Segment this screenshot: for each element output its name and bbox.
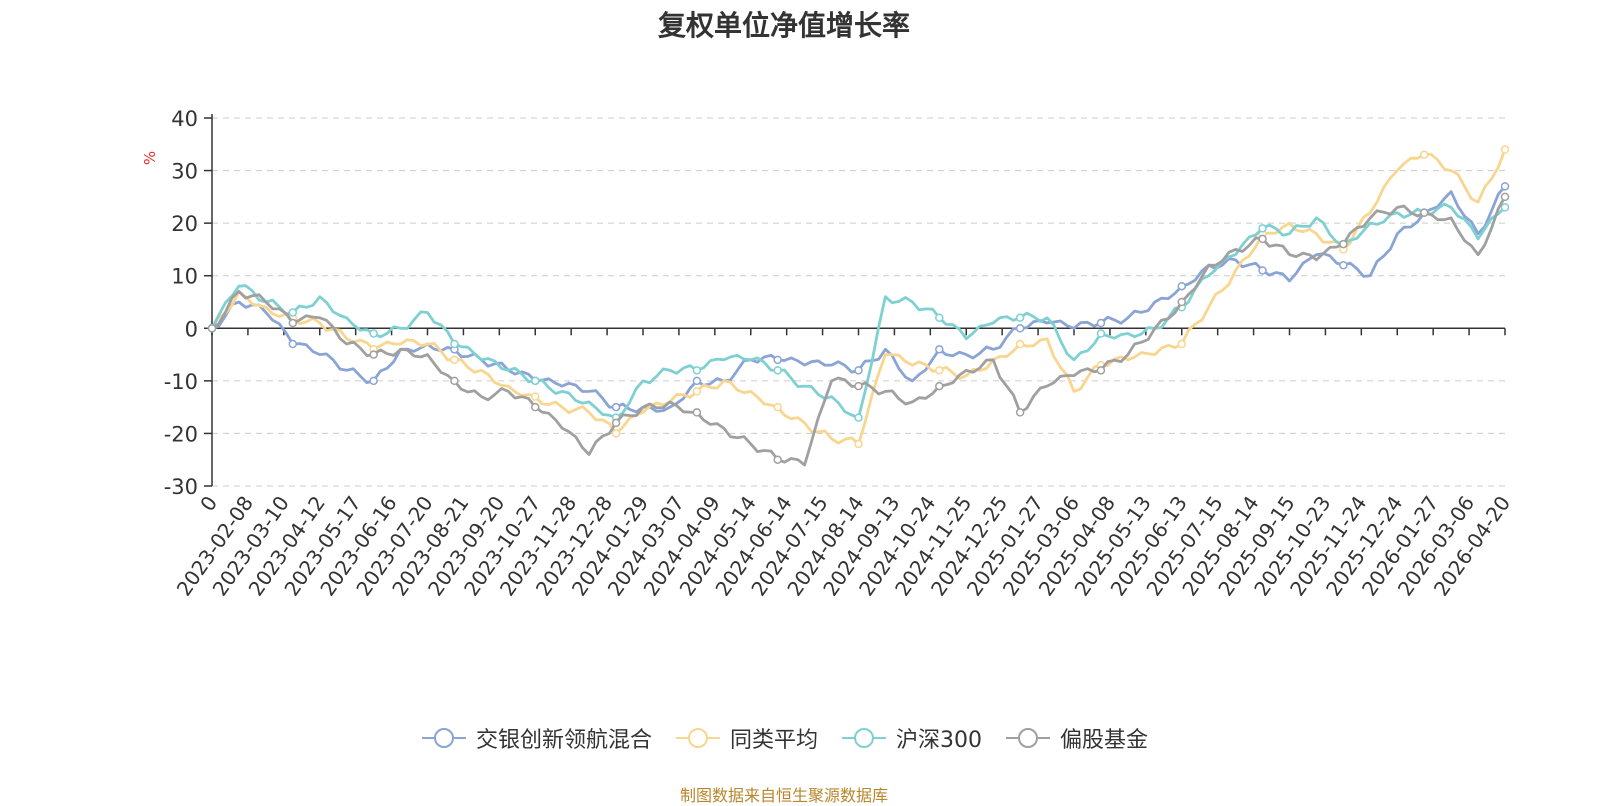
y-tick-label: 0 xyxy=(185,317,198,341)
data-point xyxy=(450,339,459,349)
data-point xyxy=(1419,208,1429,217)
legend-label: 交银创新领航混合 xyxy=(475,728,652,753)
data-point xyxy=(1177,339,1186,349)
data-point xyxy=(692,387,702,396)
data-point xyxy=(773,402,782,412)
legend-label: 偏股基金 xyxy=(1060,728,1149,753)
data-point xyxy=(773,455,782,464)
data-point xyxy=(1015,324,1025,333)
data-point xyxy=(1258,234,1267,244)
data-point xyxy=(1339,239,1348,249)
data-point xyxy=(450,376,459,386)
legend-label: 同类平均 xyxy=(729,728,818,753)
data-point xyxy=(531,402,540,412)
y-tick-label: 10 xyxy=(171,265,198,289)
data-point xyxy=(692,376,702,386)
data-point xyxy=(1015,408,1025,417)
y-tick-label: -30 xyxy=(164,475,198,499)
y-tick-label: 20 xyxy=(171,212,198,236)
data-point xyxy=(935,381,944,391)
grid-lines xyxy=(212,117,1505,487)
legend-item-equity-funds[interactable]: 偏股基金 xyxy=(1004,722,1148,754)
data-point xyxy=(854,439,863,449)
legend-swatch-icon xyxy=(675,728,720,748)
data-point xyxy=(935,345,944,354)
data-point xyxy=(692,408,702,417)
y-tick-label: -10 xyxy=(164,370,198,394)
data-point xyxy=(1419,150,1429,160)
data-point xyxy=(692,366,702,375)
data-point xyxy=(854,413,863,422)
data-point xyxy=(450,355,459,365)
data-point xyxy=(1500,182,1510,191)
data-point xyxy=(1258,224,1267,233)
y-tick-label: 30 xyxy=(171,160,198,184)
data-point xyxy=(1500,145,1510,154)
axes xyxy=(204,114,1506,487)
data-source-note: 制图数据来自恒生聚源数据库 xyxy=(679,786,888,805)
data-point xyxy=(288,308,298,317)
x-tick-label: 0 xyxy=(195,491,222,515)
data-point xyxy=(288,318,298,328)
data-point xyxy=(1258,266,1267,275)
series-lines xyxy=(207,145,1510,467)
data-point xyxy=(1500,192,1510,202)
legend-item-csi300[interactable]: 沪深300 xyxy=(840,722,982,754)
data-point xyxy=(531,392,540,401)
data-point xyxy=(207,324,217,333)
data-point xyxy=(1339,260,1348,270)
data-point xyxy=(1096,366,1106,375)
data-point xyxy=(288,339,298,349)
data-point xyxy=(1096,318,1106,328)
legend-swatch-icon xyxy=(842,728,886,748)
data-point xyxy=(854,366,863,375)
data-point xyxy=(1177,281,1186,291)
legend-label: 沪深300 xyxy=(896,728,982,753)
data-point xyxy=(1015,339,1025,349)
legend-item-fund[interactable]: 交银创新领航混合 xyxy=(420,722,652,754)
chart-plot: -30-20-10010203040%02023-02-082023-03-10… xyxy=(141,107,1515,600)
data-point xyxy=(854,381,863,391)
y-axis-unit-label: % xyxy=(141,151,159,165)
series-line xyxy=(210,149,1507,446)
legend-item-peer-average[interactable]: 同类平均 xyxy=(674,722,818,754)
data-point xyxy=(773,366,782,375)
data-point xyxy=(1500,203,1510,212)
axis-labels: -30-20-10010203040%02023-02-082023-03-10… xyxy=(141,107,1515,600)
data-point xyxy=(1177,297,1186,307)
data-point xyxy=(1096,329,1106,338)
y-tick-label: -20 xyxy=(164,422,198,446)
data-point xyxy=(531,376,540,386)
y-tick-label: 40 xyxy=(171,107,198,131)
data-point xyxy=(935,366,944,375)
data-point xyxy=(611,429,621,438)
data-point xyxy=(611,402,621,412)
data-point xyxy=(935,313,944,323)
data-point xyxy=(369,329,378,338)
legend-swatch-icon xyxy=(1006,728,1050,748)
series-line xyxy=(211,185,1507,414)
data-point xyxy=(369,376,378,386)
legend: 交银创新领航混合 同类平均 沪深300 偏股基金 xyxy=(0,722,1568,754)
data-point xyxy=(773,355,782,365)
legend-swatch-icon xyxy=(421,728,466,748)
data-point xyxy=(1015,313,1025,323)
data-point xyxy=(611,418,621,428)
data-point xyxy=(369,350,378,359)
chart-title: 复权单位净值增长率 xyxy=(657,9,910,42)
